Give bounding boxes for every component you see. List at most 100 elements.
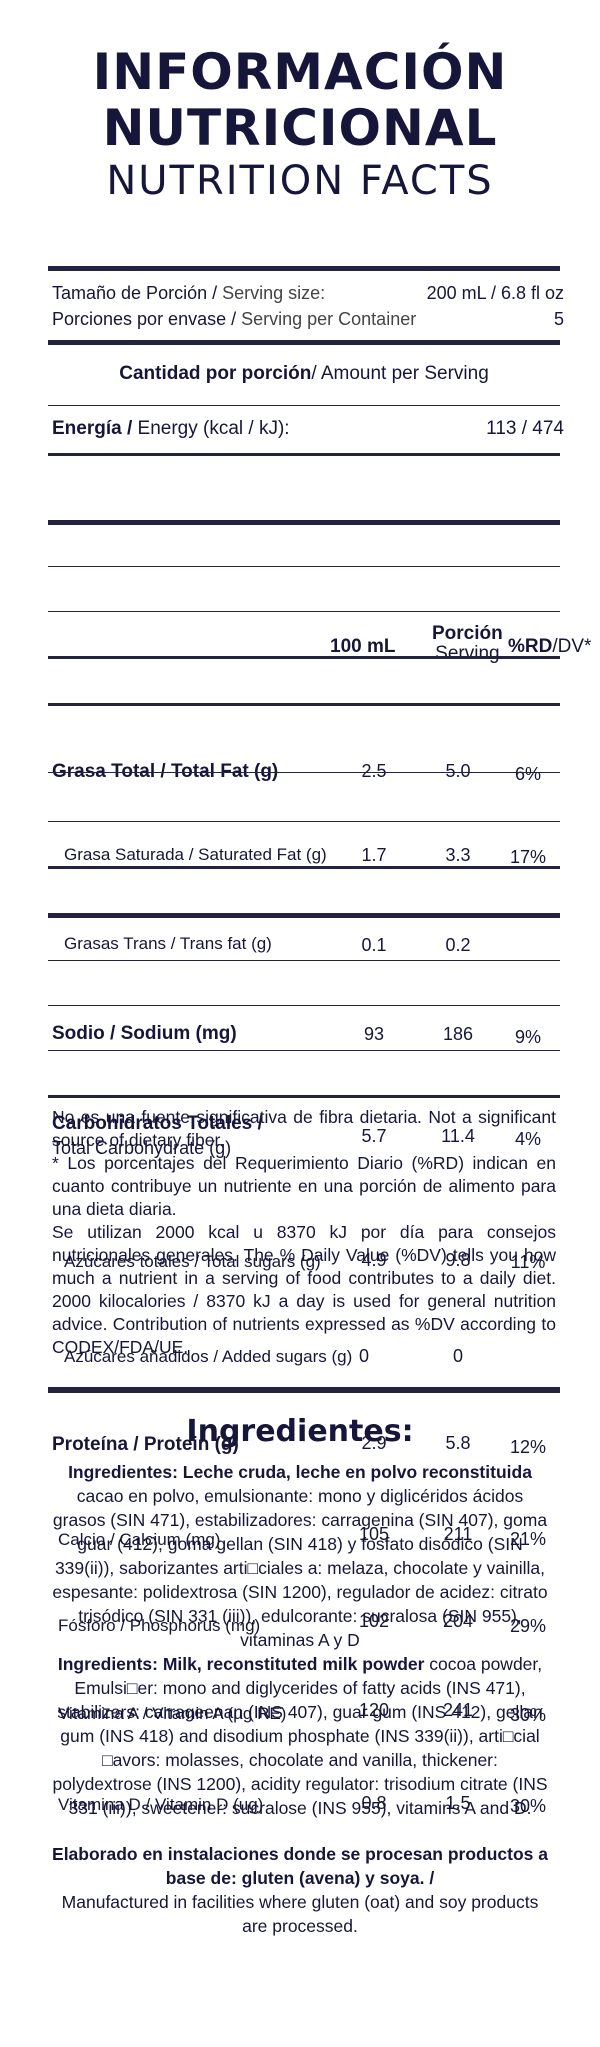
ingredients-es-text: cacao en polvo, emulsionante: mono y dig… (52, 1486, 548, 1650)
ingredients-en-bold: Ingredients: Milk, reconstituted milk po… (57, 1654, 425, 1674)
nutrient-row-saturated-fat: Grasa Saturada / Saturated Fat (g) 1.7 3… (48, 833, 560, 877)
divider (48, 656, 560, 659)
nutrient-row-vitamin-d: Vitamina D / Vitamin D (ug) 0.8 1.5 30% (48, 1781, 560, 1825)
ingredients-top-rule (48, 1387, 560, 1393)
divider (48, 340, 560, 345)
nutrient-row-phosphorus: Fósforo / Phosphorus (mg) 102 204 29% (48, 1603, 560, 1647)
nutrient-dv: 9% (514, 1027, 541, 1047)
nutrient-serving: 11.4 (441, 1126, 475, 1146)
nutrient-serving: 0.2 (445, 935, 471, 955)
nutrient-dv: 6% (514, 764, 541, 784)
nutrient-dv: 11% (510, 1252, 546, 1272)
divider (48, 821, 560, 822)
amount-label-en: / Amount per Serving (311, 363, 489, 384)
nutrient-row-total-sugars: Azúcares totales / Total sugars (g) 4.9 … (48, 1237, 560, 1285)
divider (48, 703, 560, 706)
nutrient-serving: 5.8 (445, 1433, 471, 1453)
nutrient-serving: 0 (452, 1346, 463, 1366)
facility-text: Manufactured in facilities where gluten … (61, 1892, 539, 1936)
divider (48, 1050, 560, 1051)
ingredients-en-text-1: cocoa powder, (424, 1654, 543, 1674)
nutrient-row-sodium: Sodio / Sodium (mg) 93 186 9% (48, 1013, 560, 1057)
rd-note: * Los porcentajes del Requerimiento Diar… (52, 1153, 556, 1219)
nutrient-100ml: 93 (363, 1024, 385, 1044)
nutrient-100ml: 105 (358, 1524, 390, 1544)
nutrient-dv: 30% (509, 1796, 547, 1816)
title-line-3: NUTRITION FACTS (106, 158, 494, 204)
per-container-label-en: Serving per Container (241, 308, 417, 329)
nutrient-dv: 30% (509, 1705, 547, 1725)
nutrient-label: Vitamina A / Vitamin A (µg RE) (58, 1704, 287, 1723)
footnotes: No es una fuente significativa de fibra … (52, 1106, 556, 1359)
divider (48, 453, 560, 456)
divider (48, 520, 560, 525)
nutrient-dv: 21% (509, 1529, 547, 1549)
serving-size-label-es: Tamaño de Porción / (52, 282, 223, 303)
amount-label-es: Cantidad por porción (119, 363, 312, 384)
nutrient-row-trans-fat: Grasas Trans / Trans fat (g) 0.1 0.2 (48, 922, 560, 966)
nutrient-100ml: 120 (358, 1700, 390, 1720)
nutrient-100ml: 4.9 (361, 1250, 387, 1270)
energy-label-es: Energía / (52, 418, 138, 439)
panel-top-rule (48, 266, 560, 271)
nutrient-label-bold: Carbohidratos Totales / (52, 1113, 263, 1134)
kcal-note: Se utilizan 2000 kcal u 8370 kJ por día … (52, 1222, 556, 1357)
nutrient-serving: 5.0 (445, 761, 471, 781)
nutrient-label-light: Total Carbohydrate (g) (52, 1138, 232, 1158)
nutrient-100ml: 2.5 (361, 761, 387, 781)
nutrient-serving: 204 (442, 1611, 474, 1631)
nutrient-100ml: 1.7 (361, 845, 387, 865)
col-portion: Porción (432, 623, 503, 644)
col-rd: %RD (508, 636, 553, 657)
divider (48, 1005, 560, 1006)
nutrient-serving: 3.3 (445, 845, 471, 865)
nutrient-label: Fósforo / Phosphorus (mg) (58, 1616, 261, 1635)
nutrient-100ml: 2.9 (361, 1433, 387, 1453)
nutrient-label: Proteína / Protein (g) (52, 1434, 239, 1455)
ingredients-block: Ingredientes: Leche cruda, leche en polv… (52, 1460, 548, 1938)
nutrient-row-total-carbohydrate: Carbohidratos Totales / Total Carbohydra… (48, 1104, 560, 1170)
nutrient-row-added-sugars: Azúcares añadidos / Added sugars (g) 0 0 (48, 1334, 560, 1378)
nutrient-row-calcium: Calcio / Calcium (mg) 105 211 21% (48, 1518, 560, 1560)
nutrient-100ml: 0.8 (361, 1793, 387, 1813)
ingredients-title: Ingredientes: (186, 1414, 414, 1449)
divider (48, 566, 560, 567)
nutrient-label: Grasa Total / Total Fat (g) (52, 761, 279, 782)
per-container-label-es: Porciones por envase / (52, 308, 242, 329)
nutrient-label: Azúcares añadidos / Added sugars (g) (64, 1347, 353, 1366)
column-headers: 100 mL Porción Serving %RD/DV* (48, 618, 591, 682)
nutrient-label: Grasa Saturada / Saturated Fat (g) (64, 845, 327, 864)
nutrient-label: Vitamina D / Vitamin D (ug) (58, 1795, 264, 1814)
title-line-1: INFORMACIÓN (92, 43, 508, 101)
divider (48, 866, 560, 869)
energy-row: Energía / Energy (kcal / kJ): 113 / 474 (48, 406, 568, 452)
col-100ml: 100 mL (330, 636, 396, 657)
divider (48, 772, 560, 773)
servings-per-container-row: Porciones por envase / Serving per Conta… (52, 306, 564, 332)
nutrient-100ml: 0 (358, 1346, 369, 1366)
nutrient-label: Azúcares totales / Total sugars (g) (64, 1252, 321, 1271)
col-serving: Serving (435, 643, 500, 664)
energy-value: 113 / 474 (486, 418, 564, 439)
serving-size-label-en: Serving size: (222, 282, 326, 303)
nutrient-row-vitamin-a: Vitamina A / Vitamin A (µg RE) 120 241 3… (48, 1692, 560, 1736)
nutrient-serving: 211 (443, 1524, 473, 1544)
per-container-value: 5 (553, 308, 564, 329)
energy-label-en: Energy (kcal / kJ): (137, 418, 290, 439)
divider (48, 960, 560, 961)
ingredients-es-bold: Ingredientes: Leche cruda, leche en polv… (68, 1462, 532, 1482)
nutrient-dv: 4% (514, 1129, 541, 1149)
facility-bold: Elaborado en instalaciones donde se proc… (52, 1844, 548, 1888)
nutrient-100ml: 102 (358, 1611, 390, 1631)
divider (48, 611, 560, 612)
nutrient-dv: 12% (509, 1437, 547, 1457)
nutrient-dv: 29% (509, 1616, 547, 1636)
nutrient-serving: 1.5 (445, 1793, 471, 1813)
nutrient-100ml: 0.1 (361, 935, 387, 955)
fiber-note: No es una fuente significativa de fibra … (52, 1107, 556, 1150)
nutrient-dv: 17% (509, 847, 547, 867)
nutrient-serving: 186 (442, 1024, 474, 1044)
serving-size-row: Tamaño de Porción / Serving size: 200 mL… (52, 280, 564, 306)
amount-per-serving: Cantidad por porción / Amount per Servin… (48, 344, 560, 404)
nutrient-label: Grasas Trans / Trans fat (g) (64, 934, 272, 953)
